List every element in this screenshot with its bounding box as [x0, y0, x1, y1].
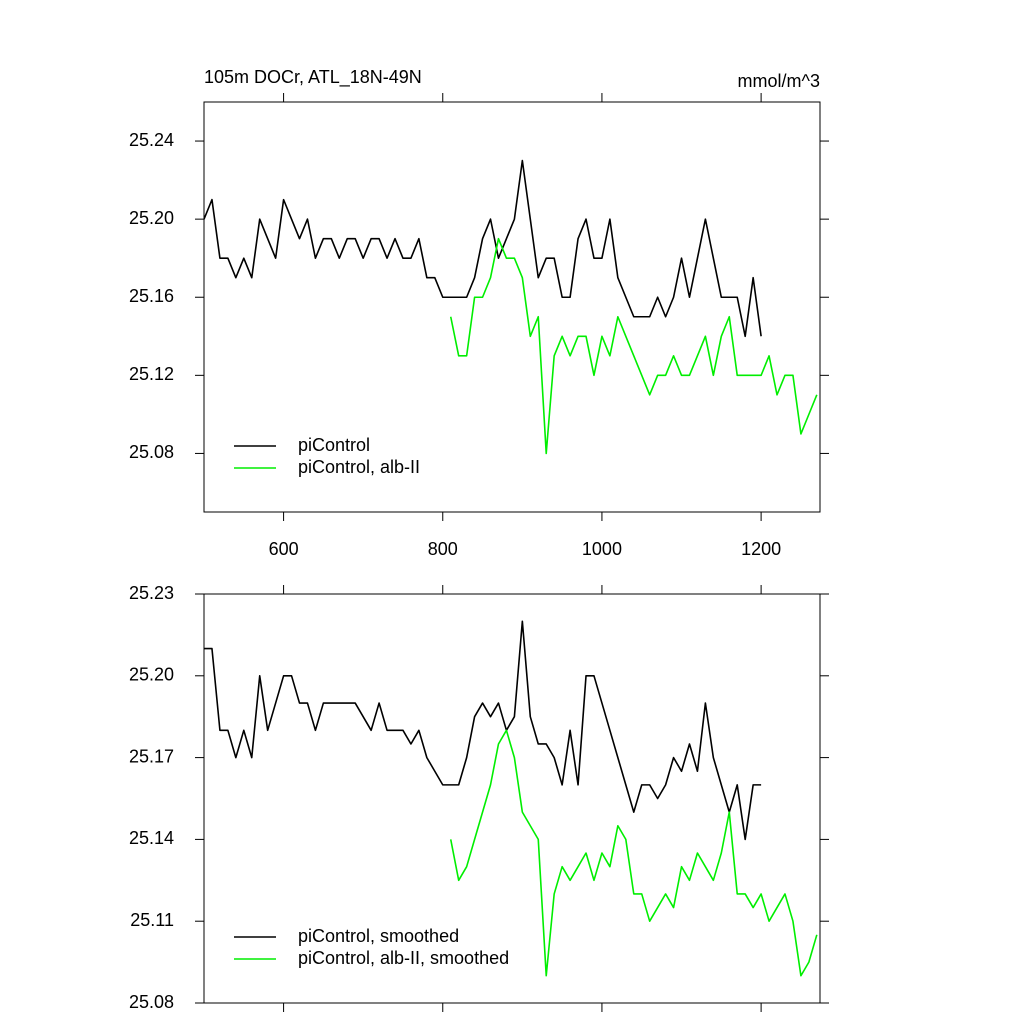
units-label: mmol/m^3	[738, 71, 820, 91]
y-tick-label: 25.14	[129, 828, 174, 848]
x-tick-label: 1200	[741, 539, 781, 559]
x-tick-label: 600	[269, 539, 299, 559]
y-tick-label: 25.20	[129, 208, 174, 228]
legend-label: piControl	[298, 435, 370, 455]
legend-label: piControl, alb-II, smoothed	[298, 948, 509, 968]
y-tick-label: 25.24	[129, 130, 174, 150]
y-tick-label: 25.20	[129, 665, 174, 685]
x-tick-label: 1000	[582, 539, 622, 559]
y-tick-label: 25.16	[129, 286, 174, 306]
data-line	[449, 237, 818, 455]
y-tick-label: 25.08	[129, 992, 174, 1012]
data-line	[449, 729, 818, 977]
legend-label: piControl, smoothed	[298, 926, 459, 946]
y-tick-label: 25.12	[129, 364, 174, 384]
y-tick-label: 25.23	[129, 583, 174, 603]
plot-frame	[203, 101, 821, 513]
y-tick-label: 25.08	[129, 442, 174, 462]
data-line	[203, 159, 762, 338]
data-line	[204, 620, 762, 841]
chart-title: 105m DOCr, ATL_18N-49N	[204, 67, 422, 88]
x-tick-label: 800	[428, 539, 458, 559]
y-tick-label: 25.17	[129, 746, 174, 766]
y-tick-label: 25.11	[130, 910, 174, 930]
legend-label: piControl, alb-II	[298, 457, 420, 477]
plot-frame	[203, 593, 821, 1004]
